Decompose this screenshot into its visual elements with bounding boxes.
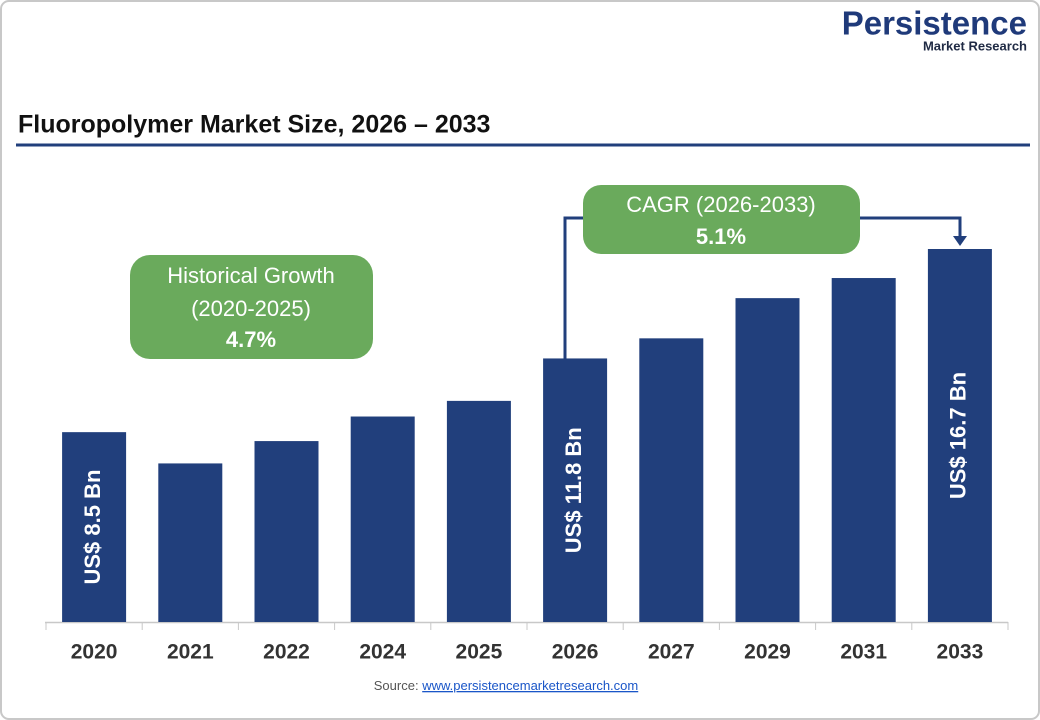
annotation-text: CAGR (2026-2033) xyxy=(626,192,816,217)
connector xyxy=(860,216,962,238)
x-tick-label: 2020 xyxy=(71,641,118,664)
source-link[interactable]: www.persistencemarketresearch.com xyxy=(421,678,638,693)
source: Source: www.persistencemarketresearch.co… xyxy=(374,678,638,693)
bar xyxy=(254,441,319,622)
annotation-box xyxy=(130,255,373,359)
annotation-box xyxy=(583,185,860,254)
annotation-value: 5.1% xyxy=(696,224,746,249)
x-tick-label: 2021 xyxy=(167,641,214,664)
x-tick-label: 2026 xyxy=(552,641,599,664)
x-tick-label: 2022 xyxy=(263,641,310,664)
bar xyxy=(543,358,608,622)
x-tick-label: 2025 xyxy=(456,641,503,664)
value-label: US$ 11.8 Bn xyxy=(561,427,586,553)
logo-name: Persistence xyxy=(842,5,1027,42)
value-label: US$ 16.7 Bn xyxy=(946,372,971,499)
bar xyxy=(446,400,511,622)
logo-tagline: Market Research xyxy=(923,38,1027,53)
bar xyxy=(831,278,896,622)
x-tick-label: 2031 xyxy=(840,641,887,664)
bar xyxy=(158,463,223,622)
x-tick-label: 2024 xyxy=(359,641,406,664)
bar xyxy=(927,249,992,622)
source-label: Source: xyxy=(374,678,419,693)
bar xyxy=(639,338,704,622)
connector xyxy=(563,216,583,374)
arrow-head xyxy=(953,236,967,246)
bar xyxy=(735,298,800,622)
value-label: US$ 8.5 Bn xyxy=(80,470,105,585)
x-tick-label: 2033 xyxy=(937,641,984,664)
annotation-value: 4.7% xyxy=(226,327,276,352)
bar xyxy=(350,416,415,622)
x-tick-label: 2029 xyxy=(744,641,791,664)
chart-title: Fluoropolymer Market Size, 2026 – 2033 xyxy=(18,111,490,139)
bar xyxy=(62,432,127,622)
annotation-text: Historical Growth xyxy=(167,263,334,288)
annotation-text: (2020-2025) xyxy=(191,296,311,321)
x-tick-label: 2027 xyxy=(648,641,695,664)
